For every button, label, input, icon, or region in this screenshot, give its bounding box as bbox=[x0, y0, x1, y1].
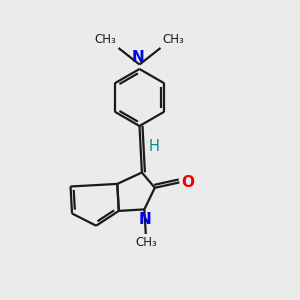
Text: N: N bbox=[139, 212, 152, 227]
Text: O: O bbox=[182, 175, 194, 190]
Text: CH₃: CH₃ bbox=[135, 236, 157, 249]
Text: N: N bbox=[132, 50, 144, 65]
Text: CH₃: CH₃ bbox=[95, 33, 116, 46]
Text: CH₃: CH₃ bbox=[163, 33, 184, 46]
Text: H: H bbox=[149, 139, 160, 154]
